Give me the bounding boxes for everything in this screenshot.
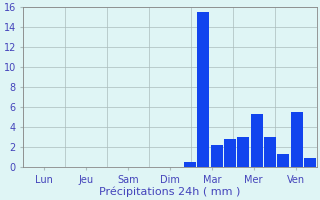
Bar xyxy=(291,112,302,167)
Bar xyxy=(211,145,223,167)
Bar xyxy=(237,137,249,167)
Bar xyxy=(224,139,236,167)
Bar xyxy=(197,12,209,167)
Bar xyxy=(251,114,263,167)
Bar xyxy=(304,158,316,167)
X-axis label: Précipitations 24h ( mm ): Précipitations 24h ( mm ) xyxy=(99,186,241,197)
Bar xyxy=(184,162,196,167)
Bar xyxy=(264,137,276,167)
Bar xyxy=(277,154,289,167)
